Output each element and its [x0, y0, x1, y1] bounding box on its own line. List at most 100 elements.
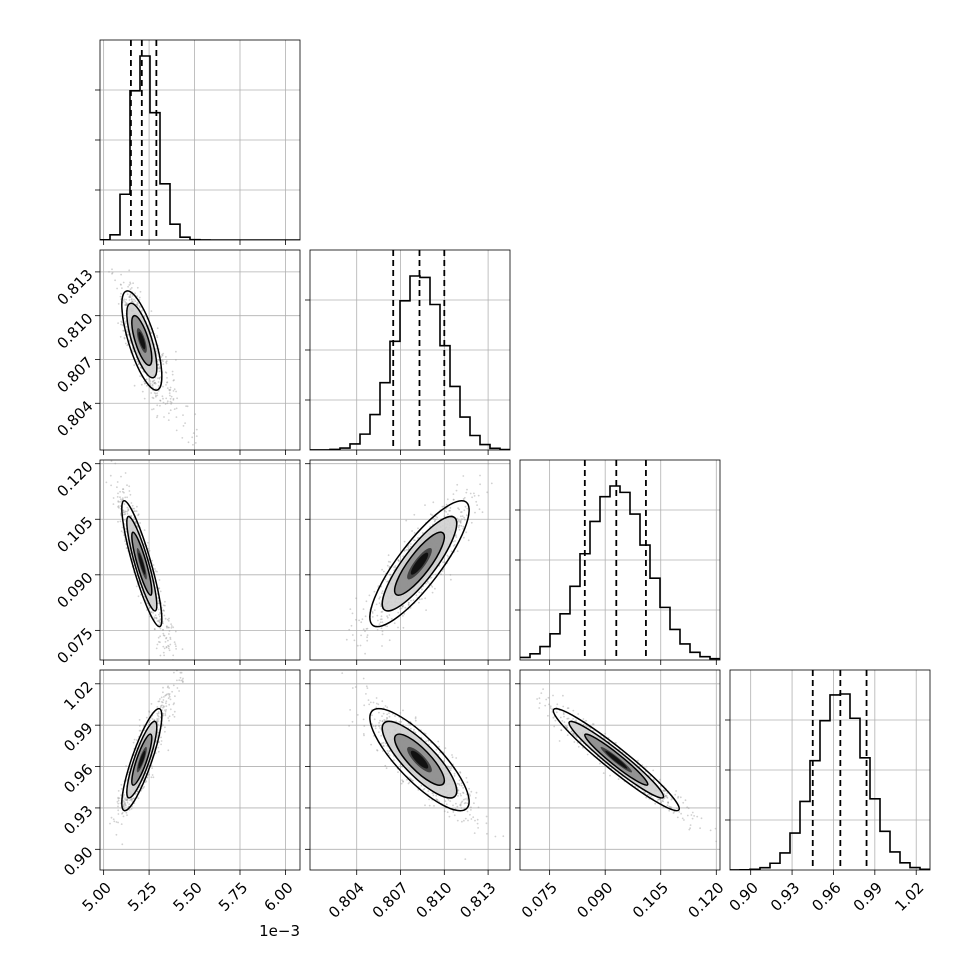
sample-point	[463, 516, 465, 519]
sample-point	[175, 359, 177, 361]
sample-point	[149, 380, 152, 382]
sample-point	[173, 702, 176, 704]
sample-point	[159, 399, 162, 402]
scatter-panel-3-1-frame	[99, 459, 301, 661]
scatter-panel-4-1-frame	[99, 669, 301, 871]
sample-point	[167, 685, 170, 688]
sample-point	[157, 608, 160, 611]
sample-point	[157, 385, 160, 387]
sample-point	[362, 628, 365, 631]
sample-point	[673, 810, 676, 813]
sample-point	[131, 300, 134, 303]
sample-point	[382, 712, 385, 715]
sample-point	[156, 643, 159, 646]
sample-point	[117, 506, 119, 508]
sample-point	[121, 287, 123, 289]
sample-point	[135, 521, 137, 524]
sample-point	[126, 799, 129, 802]
sample-point	[170, 403, 173, 405]
sample-point	[192, 432, 195, 434]
sample-point	[116, 287, 118, 290]
sample-point	[434, 519, 436, 522]
sample-point	[345, 638, 348, 641]
sample-point	[178, 690, 181, 692]
sample-point	[170, 627, 173, 629]
sample-point	[385, 767, 388, 770]
scatter-panel-4-3-content	[520, 670, 720, 870]
sample-point	[446, 498, 449, 501]
sample-point	[158, 624, 160, 626]
sample-point	[164, 714, 167, 717]
sample-point	[173, 715, 176, 718]
sample-point	[366, 627, 369, 630]
sample-point	[455, 802, 457, 805]
sample-point	[118, 797, 121, 800]
sample-point	[167, 697, 170, 700]
sample-point	[452, 493, 455, 495]
sample-point	[144, 382, 146, 385]
sample-point	[156, 352, 159, 354]
sample-point	[124, 797, 126, 800]
sample-point	[167, 692, 170, 695]
sample-point	[715, 840, 718, 843]
sample-point	[386, 717, 388, 719]
sample-point	[136, 304, 139, 307]
sample-point	[458, 528, 461, 531]
sample-point	[463, 819, 465, 822]
sample-point	[455, 536, 458, 538]
sample-point	[173, 379, 175, 381]
sample-point	[153, 382, 156, 385]
sample-point	[575, 719, 577, 722]
sample-point	[131, 504, 134, 507]
sample-point	[165, 637, 167, 640]
sample-point	[127, 333, 129, 336]
sample-point	[156, 719, 159, 721]
sample-point	[669, 806, 672, 809]
sample-point	[168, 649, 171, 652]
sample-point	[119, 498, 122, 501]
sample-point	[162, 651, 165, 654]
sample-point	[659, 778, 661, 781]
sample-point	[157, 363, 160, 366]
sample-point	[156, 416, 158, 419]
sample-point	[364, 615, 367, 618]
scatter-panel-2-1	[95, 249, 301, 456]
sample-point	[136, 295, 139, 297]
sample-point	[117, 797, 120, 800]
sample-point	[422, 788, 425, 791]
sample-point	[123, 503, 126, 505]
sample-point	[388, 712, 390, 715]
sample-point	[186, 454, 188, 456]
sample-point	[466, 802, 469, 805]
sample-point	[163, 654, 166, 657]
sample-point	[148, 549, 151, 552]
hist-panel-4-content	[730, 670, 930, 870]
sample-point	[397, 771, 399, 773]
sample-point	[677, 797, 679, 799]
sample-point	[466, 797, 469, 800]
scatter-panel-4-1-contour-2	[131, 733, 153, 786]
sample-point	[151, 384, 154, 387]
sample-point	[448, 766, 450, 769]
sample-point	[156, 714, 159, 717]
sample-point	[152, 612, 155, 614]
sample-point	[126, 344, 129, 347]
sample-point	[122, 488, 124, 490]
sample-point	[154, 614, 157, 617]
sample-point	[477, 494, 480, 497]
scatter-panel-4-1-content	[100, 670, 300, 870]
sample-point	[461, 515, 464, 517]
sample-point	[164, 617, 167, 620]
sample-point	[162, 713, 165, 715]
sample-point	[185, 405, 188, 407]
sample-point	[160, 743, 163, 746]
sample-point	[122, 799, 125, 802]
sample-point	[125, 298, 127, 301]
sample-point	[456, 517, 459, 520]
sample-point	[149, 382, 152, 385]
sample-point	[161, 704, 163, 707]
sample-point	[127, 333, 129, 336]
sample-point	[159, 404, 161, 407]
sample-point	[379, 618, 382, 621]
sample-point	[552, 716, 555, 719]
